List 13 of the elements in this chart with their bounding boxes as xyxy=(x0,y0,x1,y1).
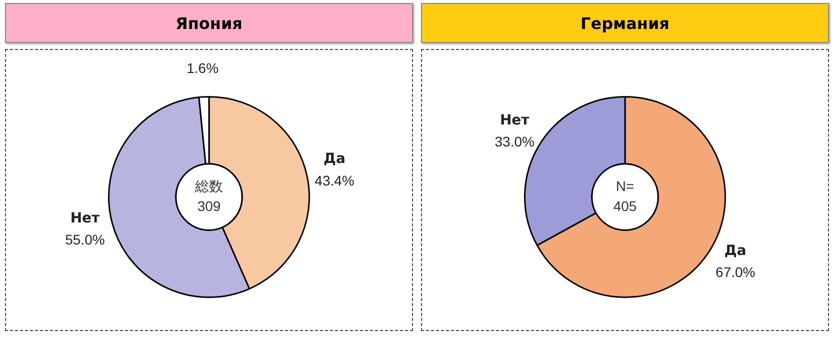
data-label: 1.6% xyxy=(186,60,219,76)
chart-title: Япония xyxy=(5,3,413,43)
data-label: 33.0% xyxy=(494,134,534,150)
slice-label: Нет xyxy=(500,112,530,128)
slice-label: Да xyxy=(324,151,346,168)
data-label: 43.4% xyxy=(314,172,354,188)
data-label: 67.0% xyxy=(716,264,756,280)
slice-label: Нет xyxy=(70,210,101,226)
text: N= 405 xyxy=(613,178,637,214)
chart-title: Германия xyxy=(421,3,829,43)
text: 総数 309 xyxy=(194,178,223,214)
slice-label: Да xyxy=(724,242,746,259)
data-label: 55.0% xyxy=(65,232,105,248)
